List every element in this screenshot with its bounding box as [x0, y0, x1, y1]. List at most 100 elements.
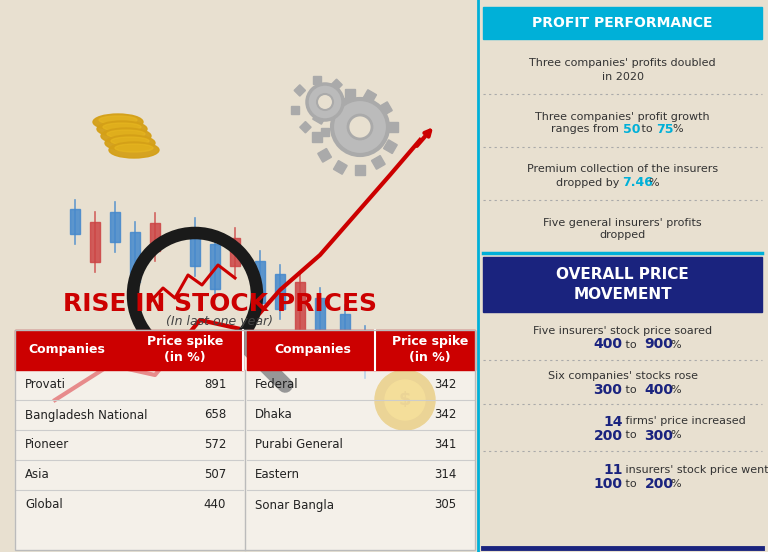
Bar: [325, 95, 339, 108]
Text: 14: 14: [603, 415, 623, 428]
Text: 342: 342: [434, 379, 456, 391]
Text: Companies: Companies: [28, 343, 105, 357]
Text: %: %: [673, 125, 683, 135]
Bar: [130, 232, 140, 282]
Bar: [379, 102, 392, 115]
Text: $: $: [399, 391, 411, 409]
Ellipse shape: [109, 142, 159, 158]
Text: dropped by: dropped by: [555, 178, 623, 188]
Bar: [150, 223, 160, 251]
Bar: [291, 106, 299, 114]
Text: %: %: [670, 479, 681, 489]
Bar: [230, 238, 240, 266]
Text: 300: 300: [644, 428, 674, 443]
Bar: [312, 132, 322, 142]
Bar: [355, 165, 365, 175]
Ellipse shape: [107, 130, 145, 138]
Text: in 2020: in 2020: [601, 72, 644, 82]
Text: PROFIT PERFORMANCE: PROFIT PERFORMANCE: [532, 16, 713, 30]
Bar: [372, 156, 386, 169]
Bar: [343, 98, 351, 106]
Ellipse shape: [97, 121, 147, 137]
Text: ranges from: ranges from: [551, 125, 623, 135]
Text: to: to: [637, 125, 656, 135]
Bar: [190, 228, 200, 266]
Text: 305: 305: [434, 498, 456, 512]
Text: insurers' stock price went up: insurers' stock price went up: [623, 465, 768, 475]
Bar: [295, 282, 305, 332]
Text: RISE IN STOCK PRICES: RISE IN STOCK PRICES: [63, 292, 377, 316]
Bar: [345, 89, 355, 99]
Text: 400: 400: [644, 383, 674, 397]
Text: 658: 658: [204, 408, 226, 422]
Text: Three companies' profits doubled: Three companies' profits doubled: [529, 59, 716, 68]
Circle shape: [332, 99, 388, 155]
Text: Premium collection of the insurers: Premium collection of the insurers: [527, 164, 718, 174]
Text: 11: 11: [603, 463, 623, 477]
Text: Eastern: Eastern: [255, 469, 300, 481]
Bar: [360, 336, 370, 368]
Text: Federal: Federal: [255, 379, 299, 391]
Bar: [318, 148, 332, 162]
Text: firms' price increased: firms' price increased: [623, 417, 746, 427]
Bar: [255, 261, 265, 303]
Text: %: %: [648, 178, 659, 188]
Text: Bangladesh National: Bangladesh National: [25, 408, 147, 422]
Circle shape: [348, 115, 372, 139]
Bar: [483, 257, 762, 312]
Bar: [15, 330, 475, 550]
Text: Price spike
(in %): Price spike (in %): [147, 336, 223, 364]
Text: to: to: [623, 385, 641, 395]
Text: 300: 300: [594, 383, 623, 397]
Bar: [362, 90, 376, 103]
Text: 900: 900: [644, 337, 674, 352]
Text: 342: 342: [434, 408, 456, 422]
Text: to: to: [623, 431, 641, 440]
Bar: [15, 330, 243, 370]
Ellipse shape: [111, 137, 149, 145]
Text: Purabi General: Purabi General: [255, 438, 343, 452]
Bar: [313, 76, 321, 84]
Bar: [313, 110, 326, 124]
Text: 200: 200: [594, 428, 623, 443]
Text: 341: 341: [434, 438, 456, 452]
Text: OVERALL PRICE
MOVEMENT: OVERALL PRICE MOVEMENT: [556, 267, 689, 302]
Ellipse shape: [115, 144, 153, 152]
Bar: [340, 314, 350, 359]
Text: Three companies' profit growth: Three companies' profit growth: [535, 112, 710, 121]
Text: 572: 572: [204, 438, 227, 452]
Bar: [300, 121, 311, 133]
Bar: [247, 330, 475, 370]
Ellipse shape: [93, 114, 143, 130]
Bar: [321, 128, 329, 136]
Text: 7.46: 7.46: [623, 176, 654, 189]
Text: Five insurers' stock price soared: Five insurers' stock price soared: [533, 326, 712, 336]
Bar: [331, 79, 343, 91]
Text: 50: 50: [623, 123, 640, 136]
Text: 75: 75: [657, 123, 674, 136]
Text: (In last one year): (In last one year): [167, 316, 273, 328]
Text: 400: 400: [594, 337, 623, 352]
Text: Provati: Provati: [25, 379, 66, 391]
Bar: [336, 116, 348, 127]
Circle shape: [375, 370, 435, 430]
Text: Dhaka: Dhaka: [255, 408, 293, 422]
Bar: [388, 122, 398, 132]
Text: Companies: Companies: [275, 343, 352, 357]
Text: Price spike
(in %): Price spike (in %): [392, 336, 468, 364]
Text: to: to: [623, 479, 641, 489]
Bar: [275, 274, 285, 309]
Bar: [294, 85, 306, 96]
Bar: [90, 222, 100, 262]
Bar: [110, 212, 120, 242]
Text: 100: 100: [594, 477, 623, 491]
Ellipse shape: [101, 128, 151, 144]
Ellipse shape: [99, 116, 137, 124]
Bar: [70, 209, 80, 234]
Text: Six companies' stocks rose: Six companies' stocks rose: [548, 371, 697, 381]
Text: Asia: Asia: [25, 469, 50, 481]
Text: 507: 507: [204, 469, 226, 481]
Text: %: %: [670, 431, 681, 440]
Text: %: %: [670, 339, 681, 349]
Circle shape: [385, 380, 425, 420]
